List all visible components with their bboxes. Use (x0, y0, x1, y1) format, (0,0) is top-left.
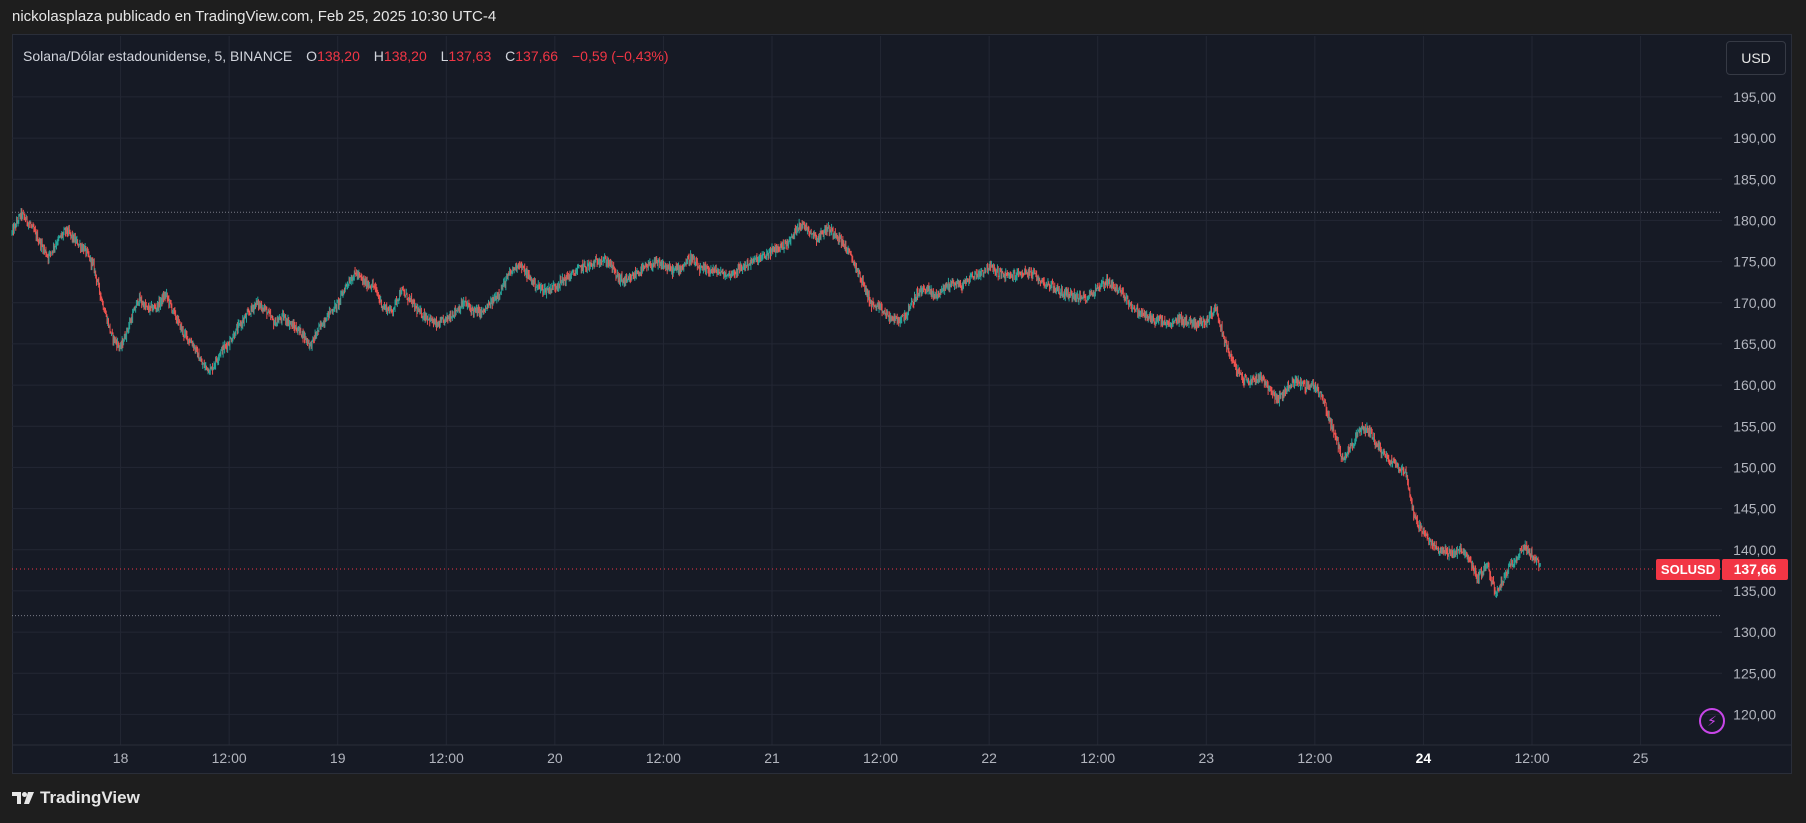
y-tick-label: 190,00 (1733, 130, 1776, 146)
low-label: L (440, 48, 449, 64)
horizontal-levels (12, 211, 1722, 617)
tradingview-logo-icon (12, 792, 34, 804)
x-tick-label: 19 (330, 750, 346, 766)
open-value: 138,20 (317, 48, 360, 64)
grid (12, 36, 1722, 745)
currency-button[interactable]: USD (1726, 41, 1786, 75)
high-label: H (373, 48, 384, 64)
x-tick-label: 18 (113, 750, 129, 766)
x-tick-label: 21 (764, 750, 780, 766)
chart-panel[interactable] (12, 34, 1792, 774)
y-tick-label: 195,00 (1733, 89, 1776, 105)
y-tick-label: 185,00 (1733, 171, 1776, 187)
close-value: 137,66 (515, 48, 559, 64)
publish-info: nickolasplaza publicado en TradingView.c… (12, 8, 497, 25)
brand-name: TradingView (40, 788, 140, 807)
time-axis: 18 12:00 19 12:00 20 12:00 21 12:00 22 12:00 23 12:… (12, 744, 1792, 766)
price-axis: 120,00 125,00 130,00 135,00 140,00 145,00 150,… (1733, 89, 1776, 722)
y-tick-label: 120,00 (1733, 706, 1776, 722)
price-tag-bg (1722, 559, 1788, 581)
y-tick-label: 180,00 (1733, 212, 1776, 228)
x-tick-label: 12:00 (429, 750, 464, 766)
y-tick-label: 170,00 (1733, 295, 1776, 311)
y-tick-label: 150,00 (1733, 459, 1776, 475)
lightning-icon[interactable]: ⚡ (1699, 708, 1725, 734)
open-label: O (306, 48, 318, 64)
x-tick-label: 12:00 (1514, 750, 1549, 766)
x-tick-label: 25 (1633, 750, 1649, 766)
x-tick-label: 20 (547, 750, 563, 766)
x-tick-label: 24 (1416, 750, 1432, 766)
symbol-description: Solana/Dólar estadounidense, 5, BINANCE (23, 48, 293, 64)
y-tick-label: 160,00 (1733, 377, 1776, 393)
x-tick-label: 12:00 (863, 750, 898, 766)
symbol-tag: SOLUSD (1661, 562, 1715, 577)
ohlc-legend: Solana/Dólar estadounidense, 5, BINANCE … (23, 48, 679, 64)
y-tick-label: 165,00 (1733, 336, 1776, 352)
y-tick-label: 135,00 (1733, 583, 1776, 599)
last-price-tag: 137,66 (1734, 561, 1777, 577)
high-value: 138,20 (383, 48, 427, 64)
low-value: 137,63 (448, 48, 492, 64)
symbol-tag-bg (1656, 559, 1720, 581)
close-label: C (505, 48, 516, 64)
x-tick-label: 23 (1198, 750, 1214, 766)
y-tick-label: 130,00 (1733, 624, 1776, 640)
x-tick-label: 12:00 (212, 750, 247, 766)
last-price-tags: SOLUSD 137,66 (1656, 559, 1788, 581)
x-tick-label: 12:00 (1297, 750, 1332, 766)
x-tick-label: 12:00 (646, 750, 681, 766)
x-tick-label: 12:00 (1080, 750, 1115, 766)
y-tick-label: 145,00 (1733, 501, 1776, 517)
tradingview-logo[interactable]: TradingView (12, 788, 140, 808)
candles (11, 208, 1541, 598)
y-tick-label: 140,00 (1733, 542, 1776, 558)
y-tick-label: 175,00 (1733, 254, 1776, 270)
y-tick-label: 125,00 (1733, 665, 1776, 681)
x-tick-label: 22 (981, 750, 997, 766)
y-tick-label: 155,00 (1733, 418, 1776, 434)
change-value: −0,59 (−0,43%) (571, 48, 669, 64)
